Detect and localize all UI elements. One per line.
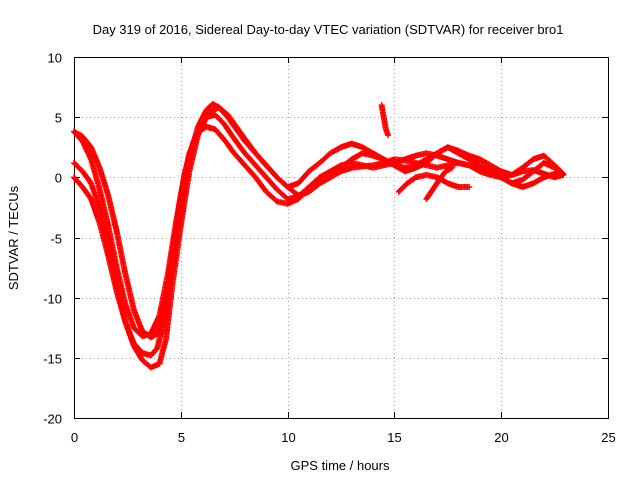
series-markers (71, 123, 567, 341)
axis-ticks: 0 5 10 15 20 25 -20 -15 -10 -5 0 5 10 (43, 51, 616, 446)
x-tick-label: 0 (71, 430, 78, 445)
series-markers (395, 171, 473, 195)
x-tick-label: 15 (387, 430, 401, 445)
x-tick-label: 20 (494, 430, 508, 445)
x-tick-label: 25 (601, 430, 615, 445)
y-tick-label: 10 (48, 51, 62, 66)
y-tick-label: -5 (50, 232, 62, 247)
x-axis-label: GPS time / hours (291, 458, 390, 473)
y-tick-label: -10 (43, 292, 62, 307)
y-tick-label: -15 (43, 352, 62, 367)
series-trace-4 (71, 104, 567, 340)
series-trace-1 (71, 123, 567, 341)
x-tick-label: 5 (178, 430, 185, 445)
data-series (71, 100, 567, 371)
chart-title: Day 319 of 2016, Sidereal Day-to-day VTE… (93, 22, 564, 37)
y-tick-label: 0 (55, 171, 62, 186)
y-axis-label: SDTVAR / TECUs (6, 185, 21, 290)
y-tick-label: -20 (43, 412, 62, 427)
series-markers (423, 164, 456, 202)
series-trace-3 (71, 100, 567, 359)
series-trace-6 (395, 171, 473, 195)
x-tick-label: 10 (281, 430, 295, 445)
y-tick-label: 5 (55, 111, 62, 126)
series-trace-5 (378, 102, 391, 139)
series-trace-7 (423, 164, 456, 202)
series-markers (71, 104, 567, 340)
series-markers (71, 100, 567, 359)
series-markers (378, 102, 391, 139)
